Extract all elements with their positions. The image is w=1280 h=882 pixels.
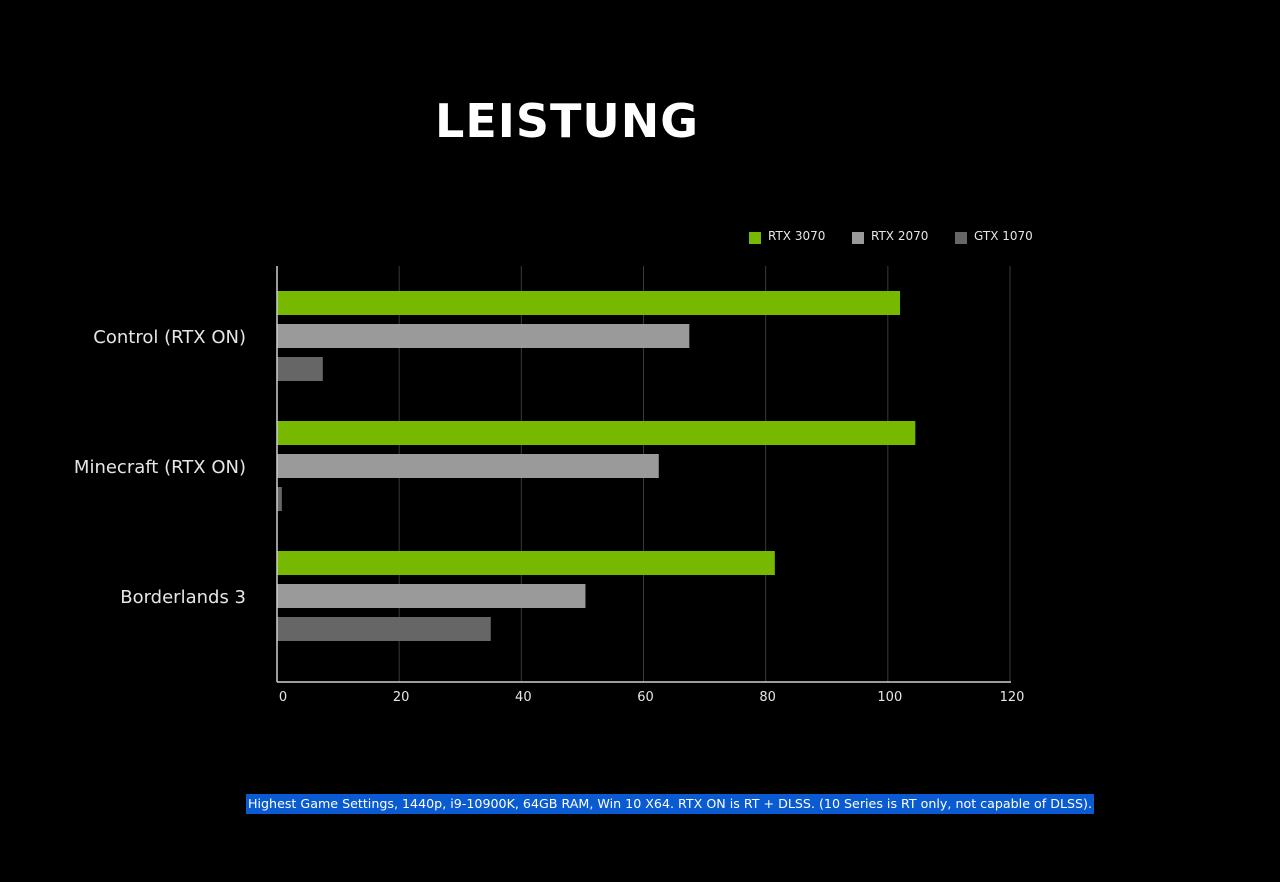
bar	[277, 324, 690, 348]
category-label: Control (RTX ON)	[93, 327, 246, 348]
bars	[277, 291, 916, 641]
x-tick-label: 40	[515, 690, 532, 705]
category-label: Borderlands 3	[120, 587, 246, 608]
bar	[277, 454, 659, 478]
legend-swatch	[749, 232, 761, 244]
bar	[277, 584, 586, 608]
bar	[277, 551, 775, 575]
axes	[276, 266, 1011, 683]
chart-title: LEISTUNG	[435, 94, 699, 148]
category-labels: Control (RTX ON) Minecraft (RTX ON) Border…	[74, 327, 246, 608]
legend-label: RTX 2070	[871, 229, 928, 243]
x-tick-label: 100	[877, 690, 902, 705]
x-tick-label: 20	[393, 690, 410, 705]
x-tick-label: 120	[1000, 690, 1025, 705]
legend-swatch	[852, 232, 864, 244]
bar	[277, 421, 916, 445]
x-tick-label: 60	[637, 690, 654, 705]
footnote-group: Highest Game Settings, 1440p, i9-10900K,…	[246, 794, 1094, 814]
legend-label: RTX 3070	[768, 229, 825, 243]
legend-label: GTX 1070	[974, 229, 1033, 243]
bar	[277, 357, 323, 381]
footnote-highlight	[246, 794, 1094, 814]
x-tick-label: 0	[279, 690, 287, 705]
bar	[277, 291, 901, 315]
legend-swatch	[955, 232, 967, 244]
category-label: Minecraft (RTX ON)	[74, 457, 246, 478]
bar	[277, 487, 282, 511]
footnote: Highest Game Settings, 1440p, i9-10900K,…	[248, 796, 1092, 811]
x-tick-label: 80	[759, 690, 776, 705]
legend: RTX 3070 RTX 2070 GTX 1070	[749, 229, 1033, 244]
bar	[277, 617, 491, 641]
x-tick-labels: 0 20 40 60 80 100 120	[279, 690, 1025, 705]
